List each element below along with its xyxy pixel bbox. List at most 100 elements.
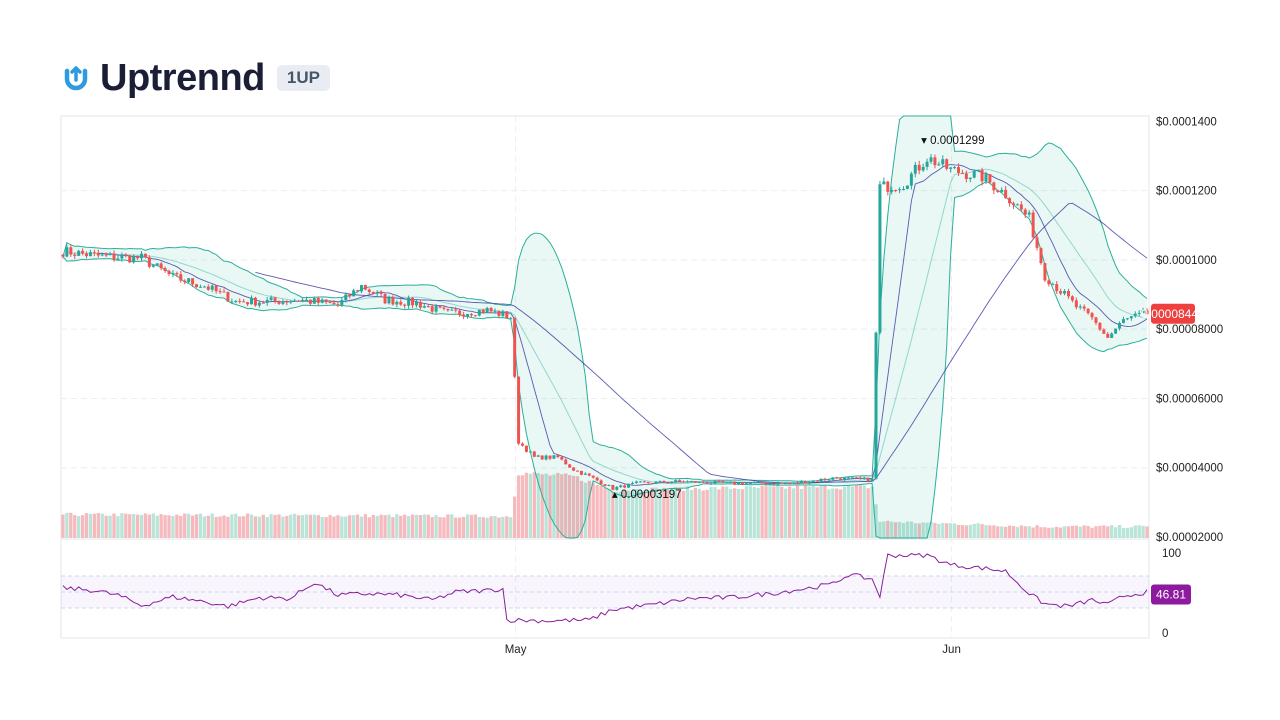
candle-body [733,481,737,485]
candle-body [740,482,744,485]
candle-body [230,301,234,303]
volume-bar [454,517,458,538]
candle-body [984,174,988,182]
candle-body [827,479,831,481]
volume-bar [281,516,285,538]
candle-body [198,286,202,288]
candle-body [214,285,218,292]
volume-bar [866,488,870,538]
candle-body [1090,313,1094,318]
candle-body [411,297,415,306]
candle-body [528,451,532,453]
volume-bar [1094,526,1098,538]
candle-body [328,302,332,304]
candle-body [670,482,674,484]
candle-body [206,286,210,290]
candle-body [191,278,195,285]
volume-bar [945,523,949,538]
candle-body [469,314,473,316]
volume-bar [603,488,607,538]
volume-bar [819,485,823,538]
volume-bar [677,487,682,538]
rsi-value-label: 46.81 [1156,588,1186,602]
volume-bar [756,487,760,538]
volume-bar [379,514,383,538]
candle-body [399,301,403,305]
candle-body [151,265,155,267]
candle-body [143,253,147,258]
volume-bar [187,513,191,538]
volume-bar [458,517,462,538]
candle-body [972,171,976,178]
candle-body [1114,328,1118,334]
candle-body [1137,312,1141,314]
candle-body [674,480,678,483]
candle-body [701,481,705,483]
volume-bar [96,512,100,538]
candle-body [717,481,721,483]
candle-body [285,301,289,303]
candle-body [917,164,921,171]
volume-bar [277,514,281,538]
volume-bar [556,472,560,538]
candle-body [312,298,316,304]
candle-body [992,182,996,191]
volume-bar [768,486,772,538]
volume-bar [1090,527,1094,538]
volume-bar [548,475,552,538]
candle-body [466,314,470,317]
candle-body [890,190,894,192]
volume-bar [179,515,183,538]
candle-body [430,306,434,312]
volume-bar [579,480,584,538]
candle-body [925,161,929,167]
candle-body [532,451,536,457]
volume-bar [1070,525,1075,538]
candle-body [316,298,320,303]
volume-bar [1023,526,1027,538]
volume-bar [69,512,73,538]
volume-bar [202,516,207,538]
volume-bar [422,514,426,538]
candle-body [811,480,815,482]
volume-bar [1145,526,1149,538]
candle-body [1141,310,1145,313]
volume-bar [536,472,540,538]
rsi-value-badge[interactable] [1151,584,1191,605]
volume-bar [591,482,595,538]
volume-bar [300,515,305,538]
candle-body [218,291,222,293]
last-price-badge[interactable] [1151,303,1195,324]
candle-body [835,477,839,479]
candle-body [599,480,603,485]
volume-bar [886,520,890,538]
volume-bar [575,476,580,538]
candle-body [709,483,713,485]
candle-body [344,294,348,301]
candle-body [976,169,980,172]
volume-bar [414,514,419,538]
candle-body [497,310,501,316]
candle-body [391,297,395,305]
candle-body [155,263,159,266]
candle-body [261,302,265,304]
volume-bar [626,490,631,538]
volume-bar [332,516,336,538]
volume-bar [736,489,741,538]
volume-bar [308,514,313,538]
volume-bar [787,486,792,538]
candle-body [540,455,544,460]
candle-body [489,307,493,312]
volume-bar [992,525,996,538]
volume-bar [151,513,155,538]
volume-bar [214,516,218,538]
candle-body [1110,333,1114,338]
rsi-line [62,553,1148,624]
candle-body [383,293,387,304]
sma-10-line [98,164,1148,486]
x-axis-tick-label: May [505,644,527,656]
volume-bar [171,516,175,538]
volume-bar [501,516,505,538]
volume-bar [1003,526,1008,538]
